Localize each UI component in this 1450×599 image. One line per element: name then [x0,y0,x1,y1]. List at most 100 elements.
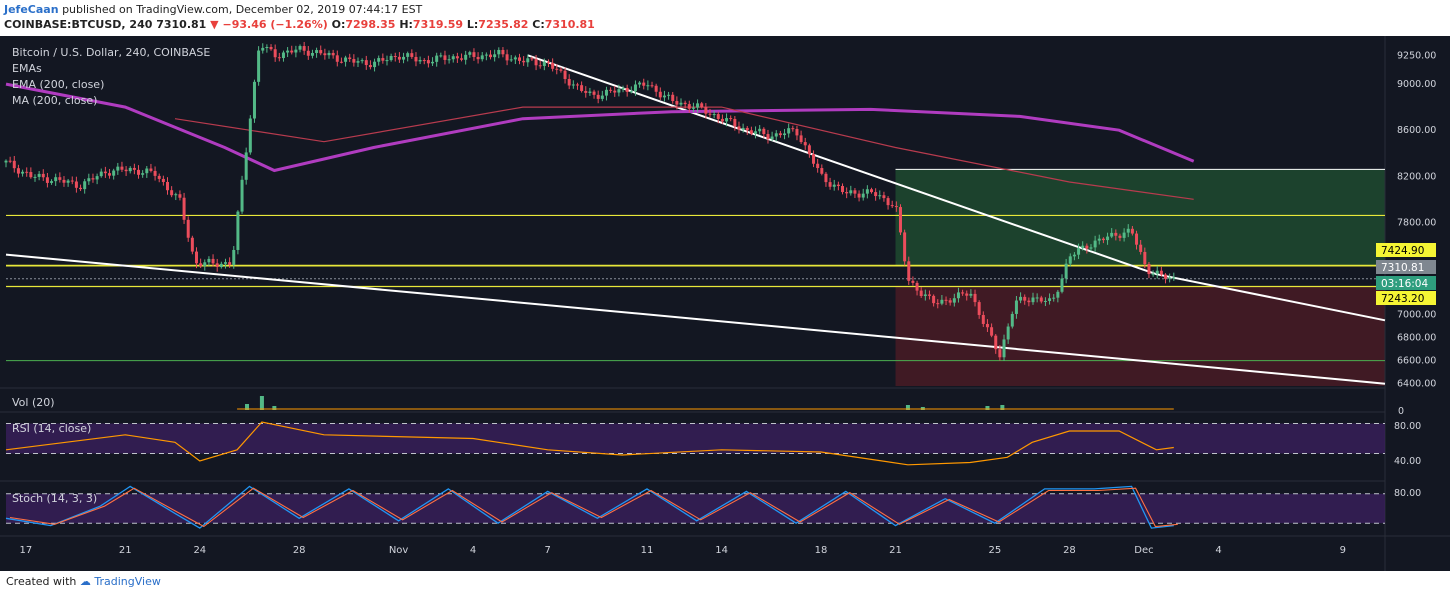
candle-body [29,172,33,178]
candle-body [1002,339,1006,358]
candle-body [563,70,567,79]
candle-body [936,303,940,305]
candle-body [513,57,517,60]
candle-body [16,168,20,174]
candle-body [1056,291,1060,298]
candle-body [907,261,911,281]
line-ma200 [174,106,1194,200]
legend-ema: EMA (200, close) [12,78,104,91]
badge-upper-bg [1376,243,1436,257]
candle-body [37,173,41,177]
candle-body [774,133,778,137]
candle-body [389,55,393,61]
candle-body [633,84,637,92]
candle-body [352,59,356,63]
candle-body [298,46,302,50]
candle-body [356,61,360,63]
candle-body [339,61,343,63]
candle-body [166,181,170,191]
candle-body [1019,296,1023,301]
candle-body [99,171,103,177]
low-label: L: [466,18,479,31]
candle-body [522,60,526,63]
candle-body [153,170,157,176]
candle-body [402,56,406,60]
x-tick-label: 24 [193,545,206,556]
x-tick-label: 21 [119,545,132,556]
candle-body [898,207,902,233]
candle-body [1077,248,1081,255]
candle-body [530,58,534,60]
candle-body [807,145,811,155]
candle-body [836,184,840,187]
open-label: O: [331,18,346,31]
candle-body [1014,300,1018,314]
candle-body [302,46,306,51]
candle-body [1118,235,1122,238]
author-name[interactable]: JefeCaan [4,3,59,16]
tradingview-brand[interactable]: TradingView [94,575,161,588]
candle-body [414,56,418,62]
candle-body [733,118,737,127]
candle-body [820,168,824,174]
candle-body [252,81,256,119]
candle-body [754,131,758,134]
header-line-1: JefeCaan published on TradingView.com, D… [4,2,595,17]
rsi-line [5,421,1174,466]
candle-body [696,103,700,108]
candle-body [538,65,542,67]
candle-body [617,89,621,93]
candle-body [745,127,749,131]
candle-body [816,163,820,169]
created-with-text: Created with [6,575,77,588]
candle-body [923,294,927,297]
chart-header: JefeCaan published on TradingView.com, D… [4,2,595,32]
candle-body [501,49,505,55]
stoch-band [6,493,1385,524]
candle-body [33,176,37,178]
candle-body [1039,297,1043,302]
candle-body [1010,313,1014,327]
candle-body [323,53,327,56]
vol-bar [905,405,910,410]
stoch-k-line [5,485,1174,529]
candle-body [725,118,729,122]
candle-body [91,178,95,180]
candle-body [468,52,472,55]
footer: Created with ☁ TradingView [6,575,161,588]
candle-body [460,58,464,60]
candle-body [281,52,285,59]
candle-body [269,47,273,50]
x-tick-label: Nov [389,545,409,556]
candle-body [1114,232,1118,236]
y-tick-label: 7000.00 [1397,310,1436,321]
candle-body [422,60,426,62]
candle-body [377,58,381,62]
candle-body [248,118,252,153]
candle-body [1135,233,1139,245]
candle-body [8,160,12,162]
candle-body [244,152,248,180]
vol-bar [985,406,990,410]
candle-body [1060,278,1064,292]
price-chart[interactable]: 9250.00 9000.00 8600.00 8200.00 7800.00 7000.… [0,36,1450,571]
candle-body [638,82,642,85]
y-tick-label: 6400.00 [1397,379,1436,390]
candle-body [1085,245,1089,249]
candle-body [232,249,236,265]
x-tick-label: 4 [470,545,476,556]
candle-body [758,128,762,132]
candle-body [679,102,683,105]
candle-body [1106,236,1110,241]
candle-body [439,55,443,57]
candle-body [604,89,608,96]
candle-body [1130,228,1134,234]
candle-body [66,180,70,183]
stoch-axis-80: 80.00 [1394,488,1421,499]
candle-body [306,50,310,56]
candle-body [431,61,435,64]
candle-body [720,118,724,122]
candle-body [174,194,178,196]
candle-body [273,49,277,58]
y-tick-label: 9000.00 [1397,79,1436,90]
